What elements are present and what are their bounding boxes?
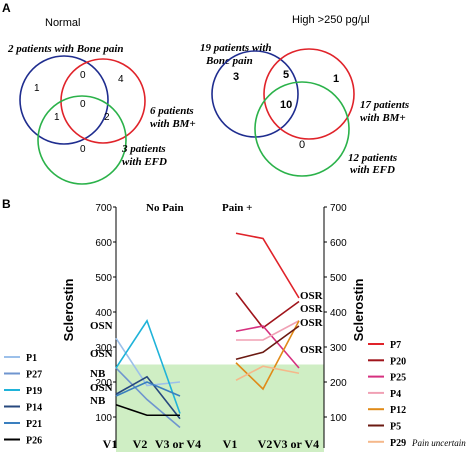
left-y-tick-700: 700	[95, 203, 112, 214]
legend-label-p7: P7	[390, 340, 401, 351]
normal-region-blue-green: 1	[54, 112, 60, 123]
high-region-center: 10	[280, 99, 292, 111]
legend-label-p5: P5	[390, 422, 401, 433]
legend-label-p26: P26	[26, 436, 42, 447]
series-line-p29	[235, 365, 300, 381]
normal-efd-circle	[37, 95, 127, 185]
normal-bm-label-2: with BM+	[150, 118, 196, 130]
left-y-tick-100: 100	[95, 413, 112, 424]
point-label-left-2: OSN	[90, 348, 113, 360]
x-tick-left-v2: V2	[133, 437, 148, 451]
point-label-left-1: OSN	[90, 320, 113, 332]
series-lines	[115, 232, 300, 429]
legend-label-p1: P1	[26, 353, 37, 364]
legend-label-p14: P14	[26, 403, 42, 414]
high-region-blue-only: 3	[233, 71, 239, 83]
right-y-tick-400: 400	[330, 308, 347, 319]
series-line-p20	[235, 292, 300, 329]
no-pain-title: No Pain	[146, 202, 184, 214]
series-line-p4	[236, 320, 300, 341]
legend-label-p19: P19	[26, 386, 42, 397]
point-label-right-1: OSR	[300, 290, 324, 302]
legend-note-p29: Pain uncertain	[411, 438, 466, 448]
high-bm-label-1: 17 patients	[360, 99, 409, 111]
left-y-tick-400: 400	[95, 308, 112, 319]
right-y-tick-700: 700	[330, 203, 347, 214]
legend-label-p4: P4	[390, 389, 401, 400]
series-line-p21	[115, 381, 181, 397]
right-y-ticks: 100 200 300 400 500 600 700	[324, 203, 347, 424]
point-label-right-2: OSR	[300, 303, 324, 315]
point-label-right-3: OSR	[300, 317, 324, 329]
legend-label-p27: P27	[26, 370, 42, 381]
legend-pain-plus: P7 P20 P25 P4 P12 P5 P29 Pain uncertain	[368, 340, 466, 449]
normal-title: Normal	[45, 17, 80, 29]
left-y-tick-200: 200	[95, 378, 112, 389]
normal-bm-label-1: 6 patients	[150, 105, 194, 117]
series-line-p19	[115, 318, 181, 414]
point-label-right-4: OSR	[300, 344, 324, 356]
right-y-tick-100: 100	[330, 413, 347, 424]
left-y-tick-500: 500	[95, 273, 112, 284]
high-region-top-overlap: 5	[283, 69, 289, 81]
x-tick-right-v1: V1	[223, 437, 238, 451]
normal-range-band	[116, 364, 324, 452]
high-efd-circle	[254, 81, 350, 177]
point-label-left-4: OSN	[90, 382, 113, 394]
legend-label-p12: P12	[390, 405, 406, 416]
series-line-p12	[235, 320, 300, 391]
series-line-p14	[115, 375, 181, 420]
high-region-red-only: 1	[333, 73, 339, 85]
normal-bone-pain-label: 2 patients with Bone pain	[7, 43, 124, 55]
left-y-ticks: 100 200 300 400 500 600 700	[95, 203, 116, 424]
high-bone-pain-label-2: Bone pain	[205, 55, 253, 67]
normal-bone-pain-circle	[19, 55, 109, 145]
legend-label-p25: P25	[390, 373, 406, 384]
right-y-tick-600: 600	[330, 238, 347, 249]
high-bm-label-2: with BM+	[360, 112, 406, 124]
series-line-p27	[115, 367, 181, 429]
x-tick-left-v1: V1	[103, 437, 118, 451]
normal-efd-label-2: with EFD	[122, 156, 167, 168]
normal-region-top-overlap: 0	[80, 70, 86, 81]
high-title: High >250 pg/µl	[292, 14, 370, 26]
legend-no-pain: P1 P27 P19 P14 P21 P26	[4, 353, 42, 447]
normal-region-green-only: 0	[80, 144, 86, 155]
left-y-tick-600: 600	[95, 238, 112, 249]
right-y-tick-200: 200	[330, 378, 347, 389]
normal-region-blue-only: 1	[34, 83, 40, 94]
series-line-p26	[115, 403, 180, 417]
series-line-p25	[235, 325, 300, 369]
x-tick-left-v3v4: V3 or V4	[155, 437, 201, 451]
panel-a-label: A	[2, 1, 11, 15]
normal-region-red-green: 2	[104, 112, 110, 123]
normal-region-center: 0	[80, 99, 86, 110]
panel-b-label: B	[2, 197, 11, 211]
normal-region-red-only: 4	[118, 74, 124, 85]
point-label-left-5: NB	[90, 395, 106, 407]
left-y-title: Sclerostin	[61, 279, 76, 342]
pain-plus-title: Pain +	[222, 202, 252, 214]
high-region-green-only: 0	[299, 139, 305, 151]
legend-label-p29: P29	[390, 438, 406, 449]
legend-label-p21: P21	[26, 419, 42, 430]
series-line-p7	[235, 232, 300, 299]
x-tick-right-v3v4: V3 or V4	[273, 437, 319, 451]
normal-efd-label-1: 3 patients	[121, 143, 166, 155]
legend-label-p20: P20	[390, 356, 406, 367]
right-y-tick-500: 500	[330, 273, 347, 284]
right-y-tick-300: 300	[330, 343, 347, 354]
point-label-left-3: NB	[90, 368, 106, 380]
x-tick-right-v2: V2	[258, 437, 273, 451]
high-efd-label-2: with EFD	[350, 164, 395, 176]
left-y-tick-300: 300	[95, 343, 112, 354]
high-efd-label-1: 12 patients	[348, 152, 397, 164]
high-bm-circle	[263, 48, 355, 140]
series-line-p5	[235, 325, 300, 361]
right-y-title: Sclerostin	[351, 279, 366, 342]
